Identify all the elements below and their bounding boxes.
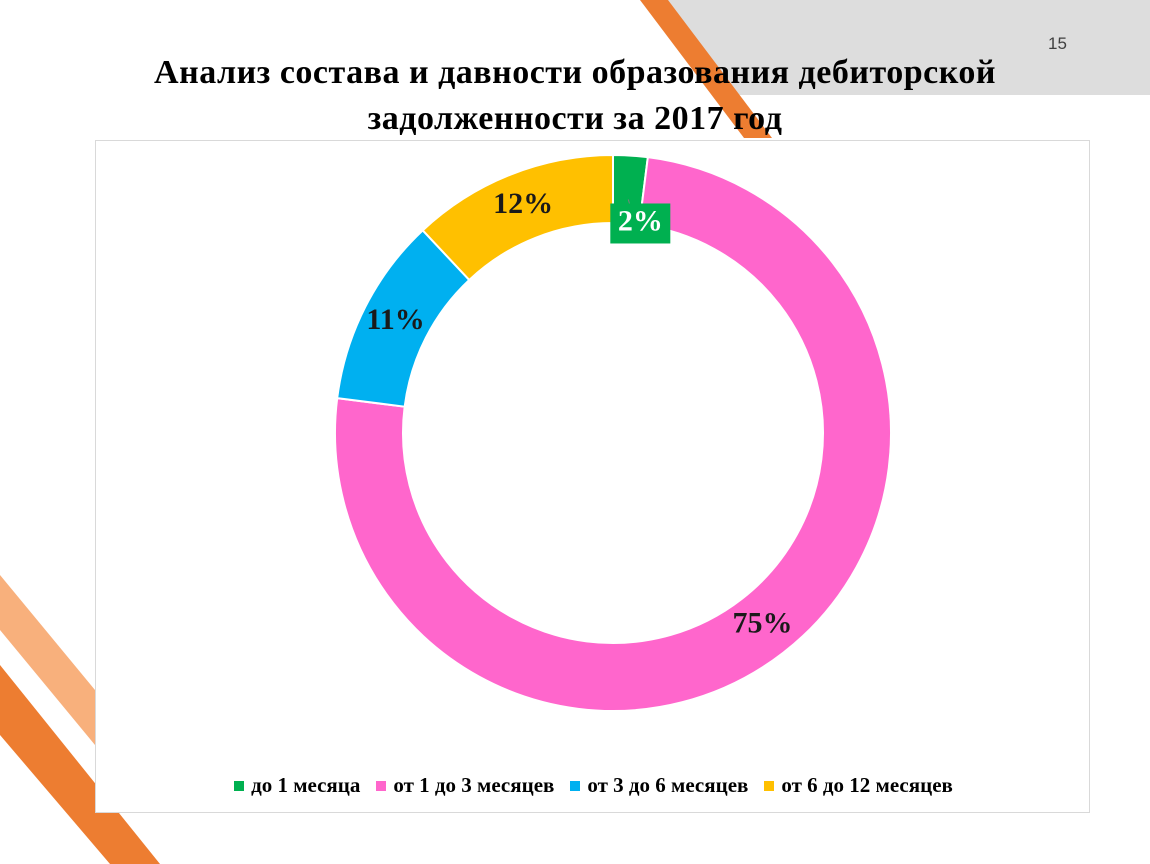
legend-swatch [570, 780, 581, 791]
legend-label: до 1 месяца [251, 773, 361, 797]
legend-item-от-3-до-6-месяцев: от 3 до 6 месяцев [570, 773, 748, 798]
chart-legend: до 1 месяца от 1 до 3 месяцев от 3 до 6 ме… [96, 773, 1091, 798]
slide-title: Анализ состава и давности образования де… [110, 50, 1040, 142]
legend-swatch [764, 780, 775, 791]
bottom-left-light-stripe [0, 575, 95, 745]
legend-label: от 1 до 3 месяцев [393, 773, 555, 797]
data-label-от-3-до-6-месяцев: 11% [366, 303, 424, 336]
doughnut-data-labels: 2% 75% 11% 12% [366, 187, 792, 640]
top-right-orange-stripe [640, 0, 772, 138]
data-label-от-1-до-3-месяцев: 75% [733, 607, 793, 640]
legend-label: от 3 до 6 месяцев [587, 773, 749, 797]
data-label-до-1-месяца: 2% [618, 204, 663, 237]
slice-от-6-до-12-месяцев [421, 153, 614, 282]
doughnut-chart: 2% 75% 11% 12% [334, 153, 892, 712]
doughnut-slices [334, 153, 892, 712]
slice-от-1-до-3-месяцев [334, 156, 892, 712]
legend-label: от 6 до 12 месяцев [781, 773, 953, 797]
bottom-left-orange-stripe [0, 665, 160, 864]
legend-item-от-1-до-3-месяцев: от 1 до 3 месяцев [376, 773, 554, 798]
data-label-от-6-до-12-месяцев: 12% [493, 187, 553, 220]
chart-area: 2% 75% 11% 12% до 1 месяца от 1 до 3 месяцев… [95, 140, 1090, 813]
slide-number: 15 [1048, 34, 1067, 53]
legend-item-до-1-месяца: до 1 месяца [234, 773, 360, 798]
slide-title-line-2: задолженности за 2017 год [367, 100, 783, 137]
legend-swatch [376, 780, 387, 791]
top-right-gray-band [660, 0, 1150, 95]
slide-title-line-1: Анализ состава и давности образования де… [154, 54, 996, 91]
data-label-box-до-1-месяца [610, 203, 671, 244]
legend-swatch [234, 780, 245, 791]
legend-item-от-6-до-12-месяцев: от 6 до 12 месяцев [764, 773, 953, 798]
